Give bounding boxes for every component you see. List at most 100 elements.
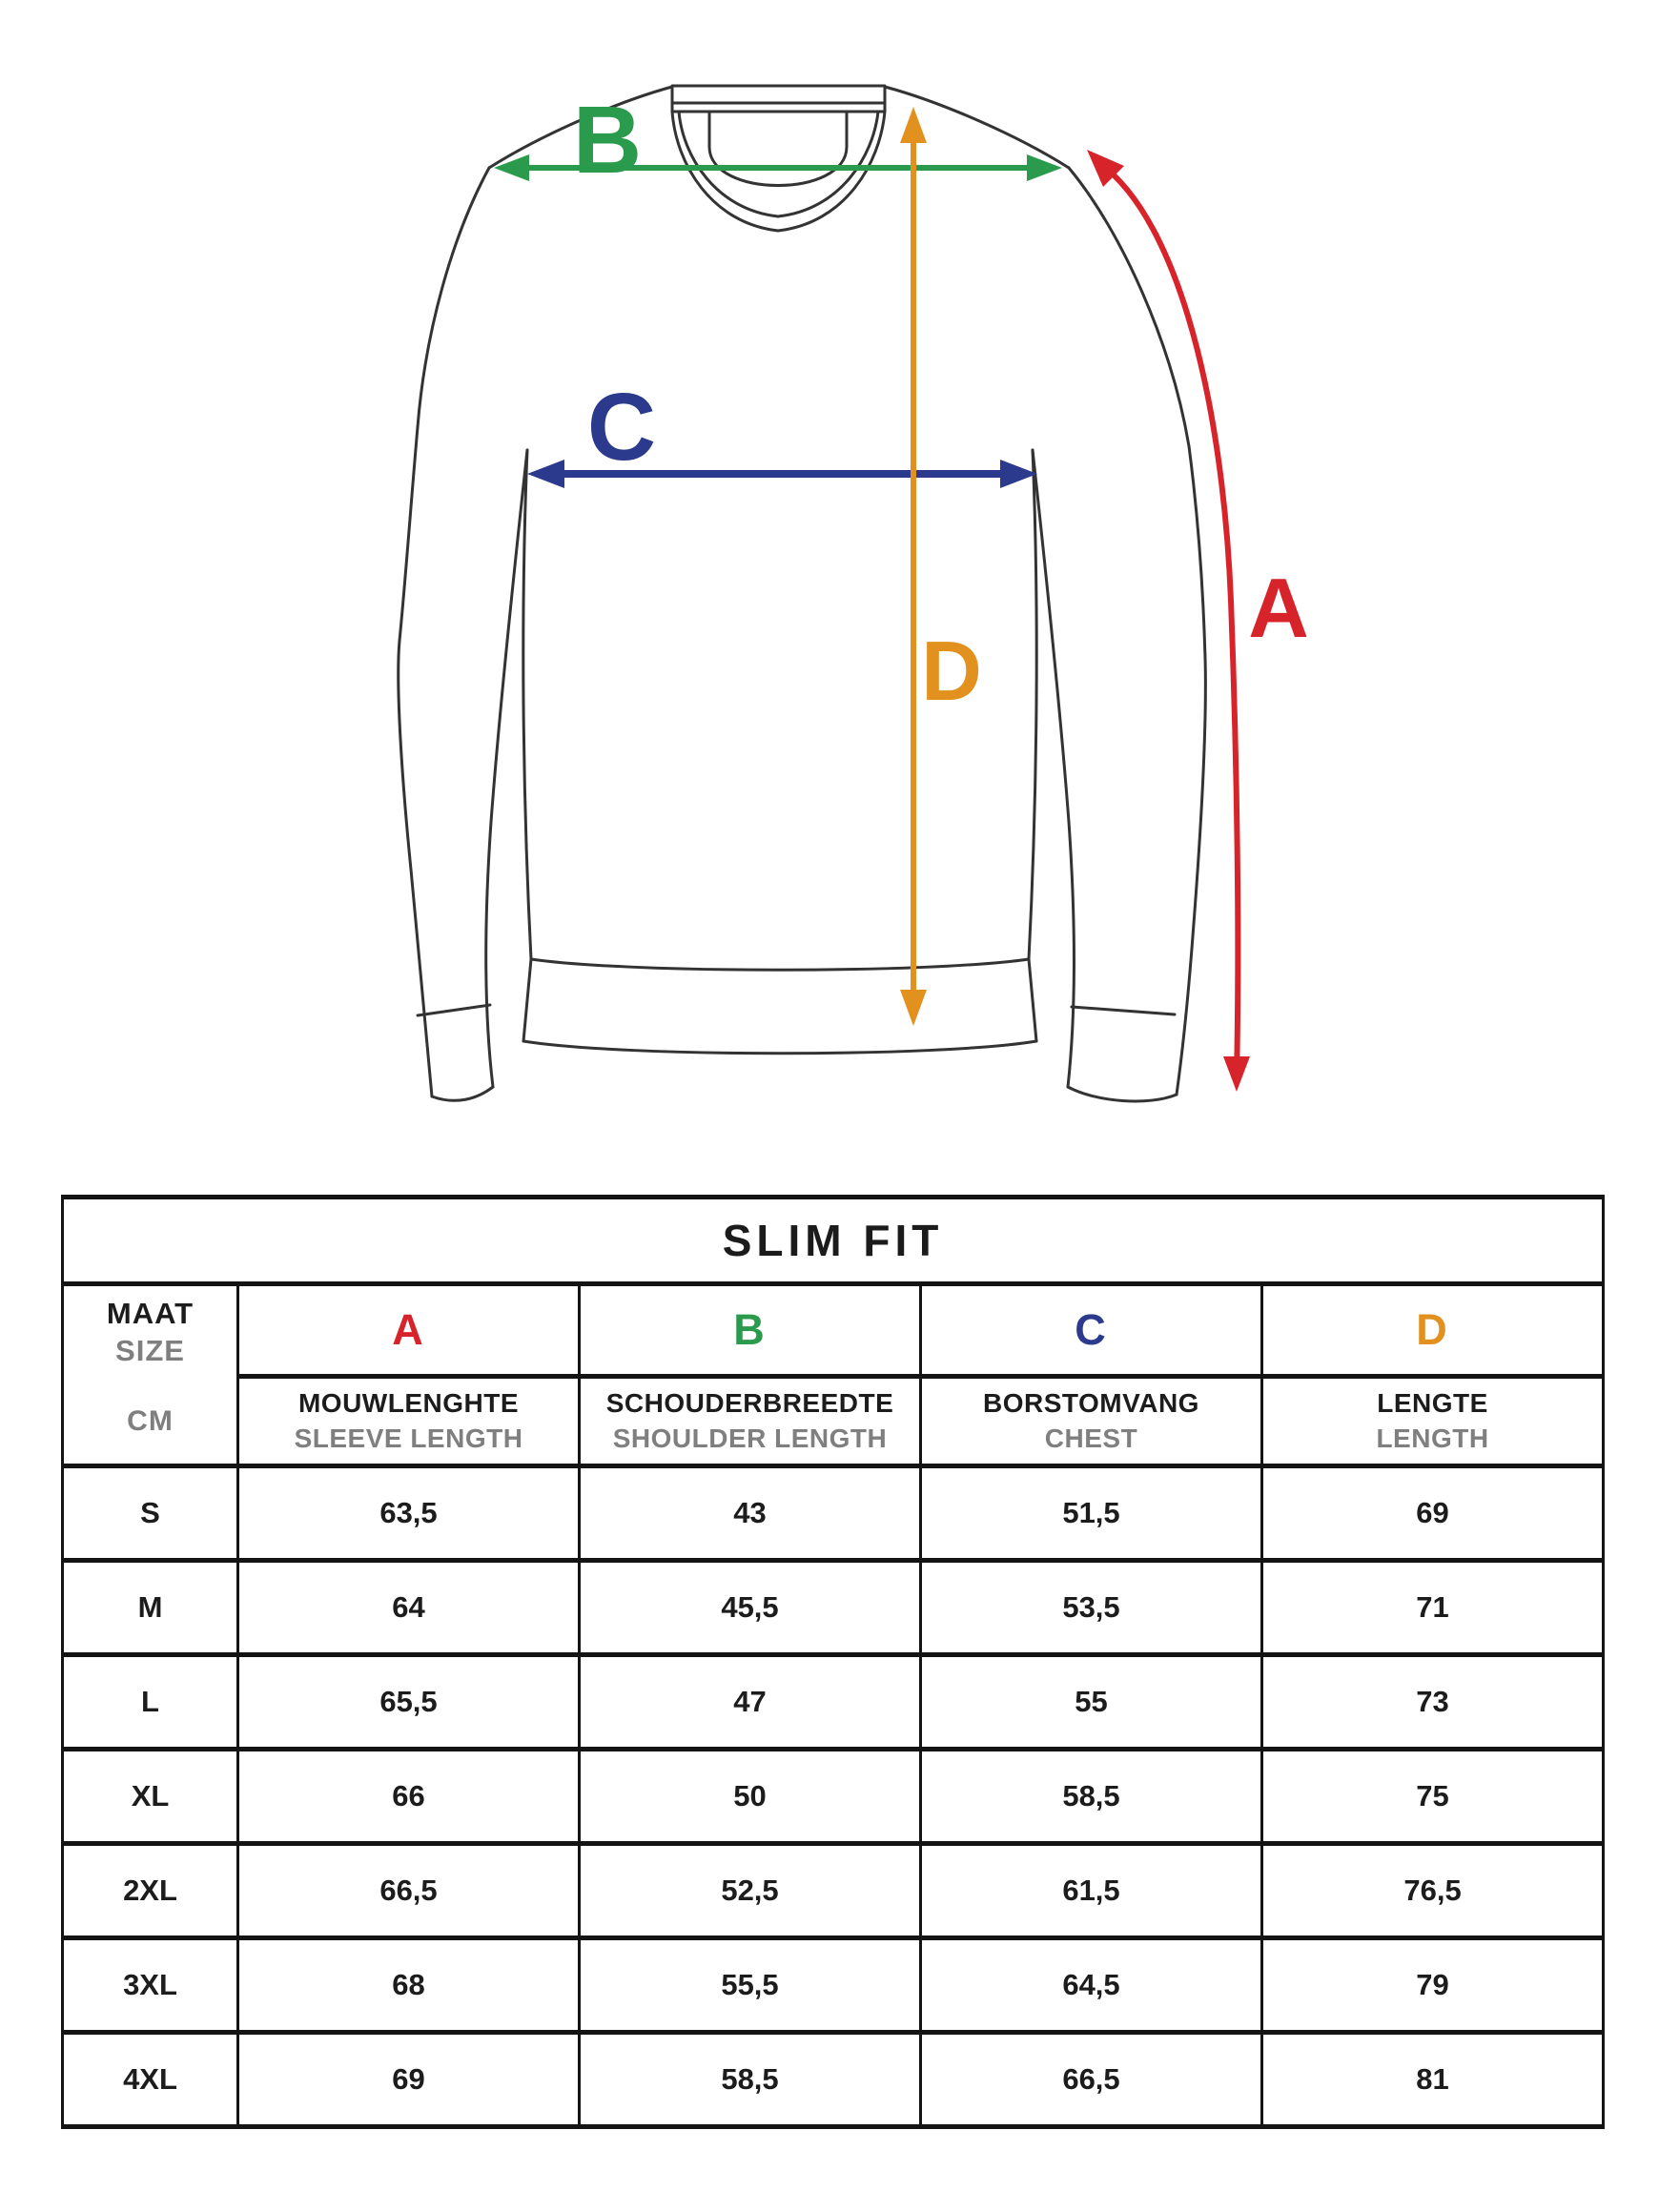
arrowhead-top <box>900 107 927 143</box>
size-header-nl: MAAT <box>106 1296 195 1330</box>
measurement-value: 66,5 <box>919 2030 1263 2129</box>
table-row: L 65,5 47 55 73 <box>61 1652 1606 1751</box>
collar-band <box>670 84 887 113</box>
measurement-value: 63,5 <box>236 1464 581 1563</box>
measure-name-nl: BORSTOMVANG <box>983 1387 1199 1418</box>
left-sleeve-outer <box>397 166 491 1098</box>
length-arrow <box>900 107 927 1026</box>
measure-name-en: LENGTH <box>1376 1423 1489 1453</box>
column-letter-a: A <box>236 1281 581 1379</box>
left-shoulder-seam <box>487 85 674 170</box>
measurement-value: 58,5 <box>578 2030 922 2129</box>
arrowhead-left <box>527 460 564 488</box>
size-label: XL <box>61 1747 239 1846</box>
measure-name-en: SHOULDER LENGTH <box>612 1423 888 1453</box>
table-letter-row: MAAT SIZE CM A B C D <box>61 1281 1606 1468</box>
table-title-row: SLIM FIT <box>60 1195 1606 1286</box>
arrowhead-bottom <box>1223 1056 1250 1092</box>
size-header-en: SIZE <box>115 1333 185 1367</box>
size-label: 3XL <box>61 1936 239 2035</box>
size-header-cell: MAAT SIZE CM <box>61 1281 239 1468</box>
collar-outer-rib <box>670 110 887 233</box>
sweater-outline <box>397 84 1207 1103</box>
table-row: 4XL 69 58,5 66,5 81 <box>61 2030 1606 2129</box>
column-letter-d: D <box>1260 1281 1606 1379</box>
measurement-value: 76,5 <box>1260 1841 1606 1940</box>
right-body-side <box>1027 448 1038 961</box>
sweater-measurement-diagram: B C D A <box>397 84 1309 1103</box>
collar-inner-rib <box>677 110 880 218</box>
measurement-value: 71 <box>1260 1558 1606 1657</box>
label-b: B <box>573 87 642 194</box>
column-letter-c: C <box>919 1281 1263 1379</box>
label-c: C <box>587 374 656 481</box>
measurement-value: 58,5 <box>919 1747 1263 1846</box>
column-letter-b: B <box>578 1281 922 1379</box>
table-row: XL 66 50 58,5 75 <box>61 1747 1606 1846</box>
label-a: A <box>1248 561 1309 655</box>
arrowhead-top <box>1087 150 1124 187</box>
right-cuff-seam <box>1070 1005 1177 1016</box>
right-shoulder-seam <box>883 85 1071 170</box>
measure-name-en: SLEEVE LENGTH <box>294 1423 523 1453</box>
measurement-value: 66,5 <box>236 1841 581 1940</box>
size-label: L <box>61 1652 239 1751</box>
measurement-value: 69 <box>236 2030 581 2129</box>
left-sleeve-inner <box>484 448 529 1089</box>
right-sleeve-outer <box>1067 166 1207 1096</box>
measurement-value: 75 <box>1260 1747 1606 1846</box>
size-header-top: MAAT SIZE <box>64 1286 236 1379</box>
measurement-value: 45,5 <box>578 1558 922 1657</box>
size-label: 2XL <box>61 1841 239 1940</box>
measurement-value: 47 <box>578 1652 922 1751</box>
measurement-value: 52,5 <box>578 1841 922 1940</box>
column-name-a: MOUWLENGHTE SLEEVE LENGTH <box>236 1374 581 1468</box>
measure-name-nl: SCHOUDERBREEDTE <box>605 1387 894 1418</box>
table-row: 2XL 66,5 52,5 61,5 76,5 <box>61 1841 1606 1940</box>
table-title: SLIM FIT <box>60 1195 1606 1286</box>
arrowhead-bottom <box>900 990 927 1026</box>
measurement-value: 64,5 <box>919 1936 1263 2035</box>
measure-name-nl: LENGTE <box>1377 1387 1488 1418</box>
measurement-value: 69 <box>1260 1464 1606 1563</box>
measurement-value: 43 <box>578 1464 922 1563</box>
right-cuff-bottom <box>1066 1085 1178 1103</box>
left-cuff-bottom <box>430 1085 495 1102</box>
size-table: SLIM FIT MAAT SIZE CM A B C D MOUWLENGHT… <box>60 1195 1606 2129</box>
measurement-value: 79 <box>1260 1936 1606 2035</box>
arrowhead-right <box>1000 460 1037 488</box>
measurement-value: 64 <box>236 1558 581 1657</box>
size-label: S <box>61 1464 239 1563</box>
left-body-side <box>522 448 533 961</box>
hem-left-edge <box>522 957 533 1043</box>
measurement-value: 55,5 <box>578 1936 922 2035</box>
table-row: 3XL 68 55,5 64,5 79 <box>61 1936 1606 2035</box>
arrowhead-left <box>494 154 529 181</box>
measurement-value: 53,5 <box>919 1558 1263 1657</box>
measure-name-en: CHEST <box>1044 1423 1138 1453</box>
hem-top <box>529 957 1031 972</box>
arrowhead-right <box>1027 154 1062 181</box>
size-label: M <box>61 1558 239 1657</box>
measurement-value: 68 <box>236 1936 581 2035</box>
column-name-c: BORSTOMVANG CHEST <box>919 1374 1263 1468</box>
measurement-value: 73 <box>1260 1652 1606 1751</box>
measurement-value: 55 <box>919 1652 1263 1751</box>
hem-right-edge <box>1027 957 1038 1043</box>
measurement-value: 66 <box>236 1747 581 1846</box>
shoulder-width-arrow <box>494 154 1062 181</box>
measurement-value: 61,5 <box>919 1841 1263 1940</box>
measurement-value: 51,5 <box>919 1464 1263 1563</box>
neck-opening <box>707 111 849 187</box>
table-row: S 63,5 43 51,5 69 <box>61 1464 1606 1563</box>
hem-bottom <box>522 1039 1038 1055</box>
right-sleeve-inner <box>1031 448 1076 1089</box>
label-d: D <box>921 624 982 718</box>
size-unit: CM <box>127 1404 174 1437</box>
table-row: M 64 45,5 53,5 71 <box>61 1558 1606 1657</box>
left-cuff-seam <box>416 1003 492 1017</box>
measure-name-nl: MOUWLENGHTE <box>297 1387 520 1418</box>
measurement-value: 50 <box>578 1747 922 1846</box>
table-name-row: MOUWLENGHTE SLEEVE LENGTH SCHOUDERBREEDT… <box>63 1374 1606 1468</box>
